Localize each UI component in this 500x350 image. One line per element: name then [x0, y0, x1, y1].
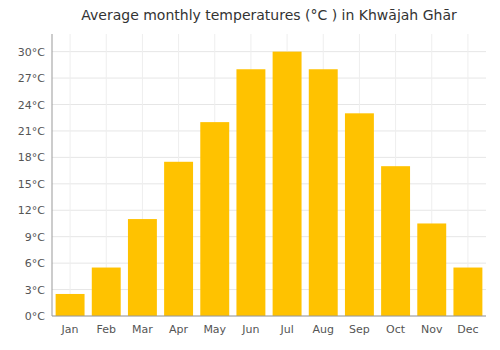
bar — [236, 69, 265, 316]
x-axis-line — [52, 316, 486, 317]
bar — [345, 113, 374, 316]
y-axis-line — [52, 34, 53, 316]
y-grid-line — [52, 210, 486, 211]
x-tick-label: Oct — [386, 323, 406, 336]
y-grid-line — [52, 130, 486, 131]
y-tick-label: 18°C — [18, 151, 45, 164]
x-tick-label: Apr — [169, 323, 189, 336]
x-tick-label: Jun — [241, 323, 259, 336]
y-tick-label: 12°C — [18, 204, 45, 217]
x-tick-label: Nov — [421, 323, 443, 336]
bars — [56, 52, 483, 316]
bar — [200, 122, 229, 316]
x-tick-label: Sep — [349, 323, 370, 336]
x-tick-label: Aug — [313, 323, 334, 336]
y-grid-line — [52, 316, 486, 317]
x-tick-label: Mar — [132, 323, 153, 336]
bar — [453, 268, 482, 316]
bar — [56, 294, 85, 316]
y-tick-label: 24°C — [18, 99, 45, 112]
bar — [309, 69, 338, 316]
x-grid-line — [70, 34, 71, 316]
y-grid-line — [52, 157, 486, 158]
bar — [164, 162, 193, 316]
chart-title: Average monthly temperatures (°C ) in Kh… — [81, 7, 457, 23]
y-tick-label: 6°C — [25, 257, 45, 270]
y-grid-line — [52, 183, 486, 184]
y-grid-line — [52, 51, 486, 52]
bar — [92, 268, 121, 316]
y-tick-label: 27°C — [18, 72, 45, 85]
y-grid-line — [52, 78, 486, 79]
y-tick-label: 0°C — [25, 310, 45, 323]
x-tick-label: Feb — [97, 323, 116, 336]
bar — [273, 52, 302, 316]
x-tick-label: Jul — [279, 323, 293, 336]
x-tick-label: Jan — [61, 323, 79, 336]
y-grid-line — [52, 104, 486, 105]
bar — [417, 223, 446, 316]
y-tick-label: 30°C — [18, 46, 45, 59]
y-tick-label: 9°C — [25, 231, 45, 244]
chart-svg: Average monthly temperatures (°C ) in Kh… — [0, 0, 500, 350]
chart-container: Average monthly temperatures (°C ) in Kh… — [0, 0, 500, 350]
y-tick-label: 15°C — [18, 178, 45, 191]
y-tick-label: 21°C — [18, 125, 45, 138]
bar — [381, 166, 410, 316]
y-tick-label: 3°C — [25, 284, 45, 297]
grid — [52, 34, 486, 316]
x-tick-label: May — [203, 323, 226, 336]
bar — [128, 219, 157, 316]
x-tick-label: Dec — [457, 323, 478, 336]
